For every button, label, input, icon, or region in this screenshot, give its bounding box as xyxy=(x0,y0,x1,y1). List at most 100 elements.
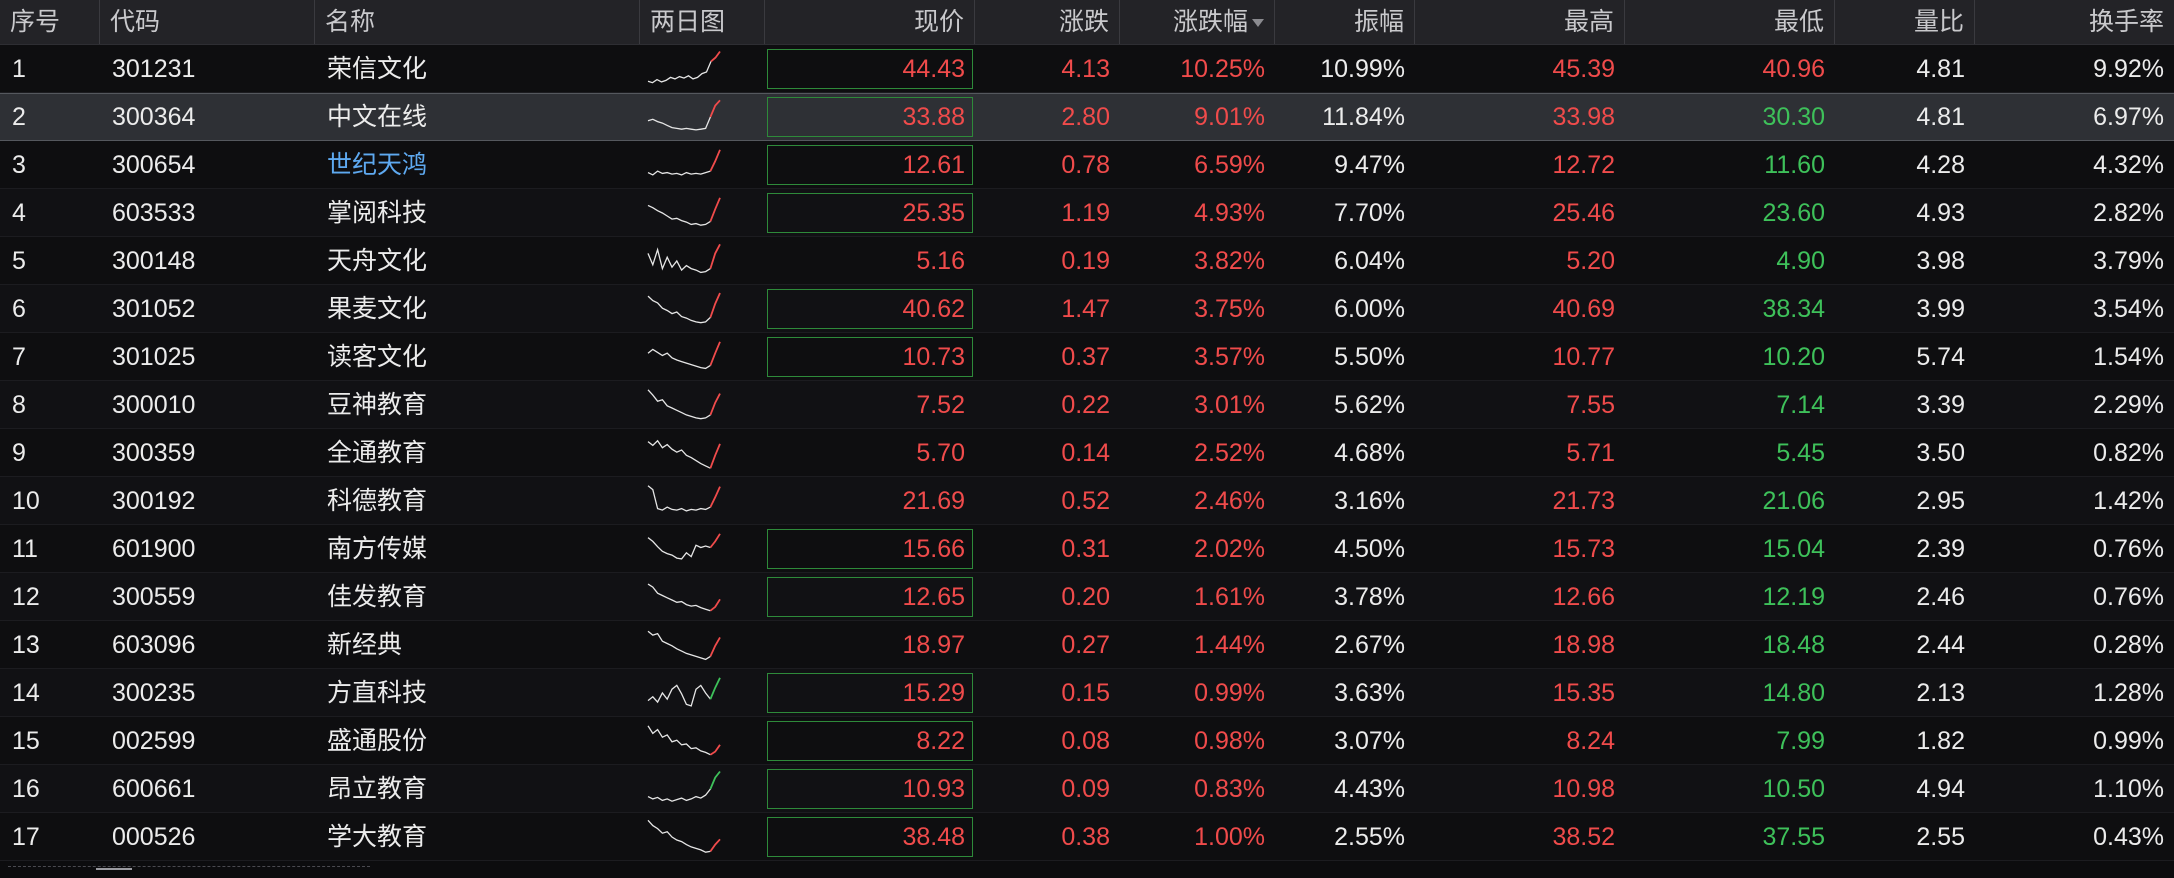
row-code[interactable]: 300359 xyxy=(112,438,196,467)
sparkline-day2 xyxy=(709,392,721,415)
table-row[interactable]: 2 300364 中文在线 33.88 2.80 9.01% 11.84% 33.98 30.3… xyxy=(0,93,2174,141)
row-name[interactable]: 荣信文化 xyxy=(327,54,428,83)
row-name[interactable]: 佳发教育 xyxy=(327,582,428,611)
row-chart xyxy=(640,621,765,669)
header-change-pct[interactable]: 涨跌幅 xyxy=(1120,0,1275,44)
row-seq: 7 xyxy=(12,342,26,371)
two-day-sparkline xyxy=(647,292,721,323)
row-volume-ratio: 4.93 xyxy=(1916,198,1965,227)
sparkline-day2 xyxy=(709,292,721,318)
row-name[interactable]: 南方传媒 xyxy=(327,534,428,563)
row-name[interactable]: 天舟文化 xyxy=(327,246,428,275)
table-row[interactable]: 15 002599 盛通股份 8.22 0.08 0.98% 3.07% 8.24 7.99 1.… xyxy=(0,717,2174,765)
table-row[interactable]: 14 300235 方直科技 15.29 0.15 0.99% 3.63% 15.35 14.8… xyxy=(0,669,2174,717)
table-row[interactable]: 4 603533 掌阅科技 25.35 1.19 4.93% 7.70% 25.46 23.60… xyxy=(0,189,2174,237)
row-code[interactable]: 300559 xyxy=(112,582,196,611)
row-code[interactable]: 300235 xyxy=(112,678,196,707)
row-price: 40.62 xyxy=(765,285,975,333)
row-code[interactable]: 601900 xyxy=(112,534,196,563)
row-change-pct: 2.52% xyxy=(1194,438,1265,467)
row-change: 0.37 xyxy=(1061,342,1110,371)
header-high[interactable]: 最高 xyxy=(1415,0,1625,44)
row-amplitude: 6.00% xyxy=(1334,294,1405,323)
table-row[interactable]: 13 603096 新经典 18.97 0.27 1.44% 2.67% 18.98 18.48… xyxy=(0,621,2174,669)
row-code[interactable]: 002599 xyxy=(112,726,196,755)
table-row[interactable]: 5 300148 天舟文化 5.16 0.19 3.82% 6.04% 5.20 4.90 3.9… xyxy=(0,237,2174,285)
row-code[interactable]: 300192 xyxy=(112,486,196,515)
price-highlight-box xyxy=(767,576,973,617)
header-change-pct-label: 涨跌幅 xyxy=(1172,8,1248,36)
row-change-pct: 10.25% xyxy=(1180,54,1265,83)
row-name[interactable]: 昂立教育 xyxy=(327,774,428,803)
row-name[interactable]: 新经典 xyxy=(327,630,403,659)
row-change-pct: 4.93% xyxy=(1194,198,1265,227)
two-day-sparkline xyxy=(647,484,721,512)
row-name[interactable]: 果麦文化 xyxy=(327,294,428,323)
table-row[interactable]: 17 000526 学大教育 38.48 0.38 1.00% 2.55% 38.52 37.5… xyxy=(0,813,2174,861)
sparkline-day1 xyxy=(647,169,711,176)
row-name[interactable]: 世纪天鸿 xyxy=(327,150,428,179)
header-change[interactable]: 涨跌 xyxy=(975,0,1120,44)
header-volume-ratio[interactable]: 量比 xyxy=(1835,0,1975,44)
header-seq[interactable]: 序号 xyxy=(0,0,100,44)
table-row[interactable]: 11 601900 南方传媒 15.66 0.31 2.02% 4.50% 15.73 15.0… xyxy=(0,525,2174,573)
header-chart[interactable]: 两日图 xyxy=(640,0,765,44)
row-high: 7.55 xyxy=(1566,390,1615,419)
table-row[interactable]: 8 300010 豆神教育 7.52 0.22 3.01% 5.62% 7.55 7.14 3.3… xyxy=(0,381,2174,429)
table-row[interactable]: 3 300654 世纪天鸿 12.61 0.78 6.59% 9.47% 12.72 11.60… xyxy=(0,141,2174,189)
table-row[interactable]: 9 300359 全通教育 5.70 0.14 2.52% 4.68% 5.71 5.45 3.5… xyxy=(0,429,2174,477)
row-code[interactable]: 300364 xyxy=(112,103,196,131)
row-code[interactable]: 300148 xyxy=(112,246,196,275)
row-high: 5.20 xyxy=(1566,246,1615,275)
row-chart xyxy=(640,525,765,573)
sparkline-day2 xyxy=(709,340,721,366)
table-row[interactable]: 6 301052 果麦文化 40.62 1.47 3.75% 6.00% 40.69 38.34… xyxy=(0,285,2174,333)
sparkline-day2 xyxy=(709,148,721,171)
row-name[interactable]: 掌阅科技 xyxy=(327,198,428,227)
row-name[interactable]: 科德教育 xyxy=(327,486,428,515)
row-code[interactable]: 301231 xyxy=(112,54,196,83)
sparkline-day1 xyxy=(647,204,711,226)
row-amplitude: 5.50% xyxy=(1334,342,1405,371)
row-high: 15.35 xyxy=(1552,678,1615,707)
row-code[interactable]: 300654 xyxy=(112,150,196,179)
price-highlight-box xyxy=(767,97,973,137)
row-low: 12.19 xyxy=(1762,582,1825,611)
row-name[interactable]: 豆神教育 xyxy=(327,390,428,419)
row-code[interactable]: 603096 xyxy=(112,630,196,659)
header-price[interactable]: 现价 xyxy=(765,0,975,44)
row-name[interactable]: 盛通股份 xyxy=(327,726,428,755)
row-code[interactable]: 301025 xyxy=(112,342,196,371)
table-row[interactable]: 7 301025 读客文化 10.73 0.37 3.57% 5.50% 10.77 10.20… xyxy=(0,333,2174,381)
footer-tab-indicator[interactable] xyxy=(96,868,132,878)
row-low: 4.90 xyxy=(1776,246,1825,275)
row-low: 10.20 xyxy=(1762,342,1825,371)
table-row[interactable]: 1 301231 荣信文化 44.43 4.13 10.25% 10.99% 45.39 40.… xyxy=(0,45,2174,93)
row-code[interactable]: 300010 xyxy=(112,390,196,419)
row-code[interactable]: 600661 xyxy=(112,774,196,803)
table-row[interactable]: 10 300192 科德教育 21.69 0.52 2.46% 3.16% 21.73 21.0… xyxy=(0,477,2174,525)
header-amplitude[interactable]: 振幅 xyxy=(1275,0,1415,44)
header-low[interactable]: 最低 xyxy=(1625,0,1835,44)
row-name[interactable]: 中文在线 xyxy=(327,103,428,131)
row-change-pct: 6.59% xyxy=(1194,150,1265,179)
header-code[interactable]: 代码 xyxy=(100,0,315,44)
header-name[interactable]: 名称 xyxy=(315,0,640,44)
row-name[interactable]: 全通教育 xyxy=(327,438,428,467)
table-row[interactable]: 12 300559 佳发教育 12.65 0.20 1.61% 3.78% 12.66 12.1… xyxy=(0,573,2174,621)
sparkline-day1 xyxy=(647,724,711,755)
row-change: 0.31 xyxy=(1061,534,1110,563)
sparkline-day2 xyxy=(709,532,721,548)
row-name[interactable]: 方直科技 xyxy=(327,678,428,707)
header-turnover[interactable]: 换手率 xyxy=(2088,8,2164,36)
table-row[interactable]: 16 600661 昂立教育 10.93 0.09 0.83% 4.43% 10.98 10.5… xyxy=(0,765,2174,813)
row-code[interactable]: 301052 xyxy=(112,294,196,323)
row-name[interactable]: 读客文化 xyxy=(327,342,428,371)
row-code[interactable]: 000526 xyxy=(112,822,196,851)
row-change: 0.52 xyxy=(1061,486,1110,515)
row-high: 12.66 xyxy=(1552,582,1615,611)
price-highlight-box xyxy=(767,720,973,761)
row-code[interactable]: 603533 xyxy=(112,198,196,227)
row-name[interactable]: 学大教育 xyxy=(327,822,428,851)
row-low: 18.48 xyxy=(1762,630,1825,659)
